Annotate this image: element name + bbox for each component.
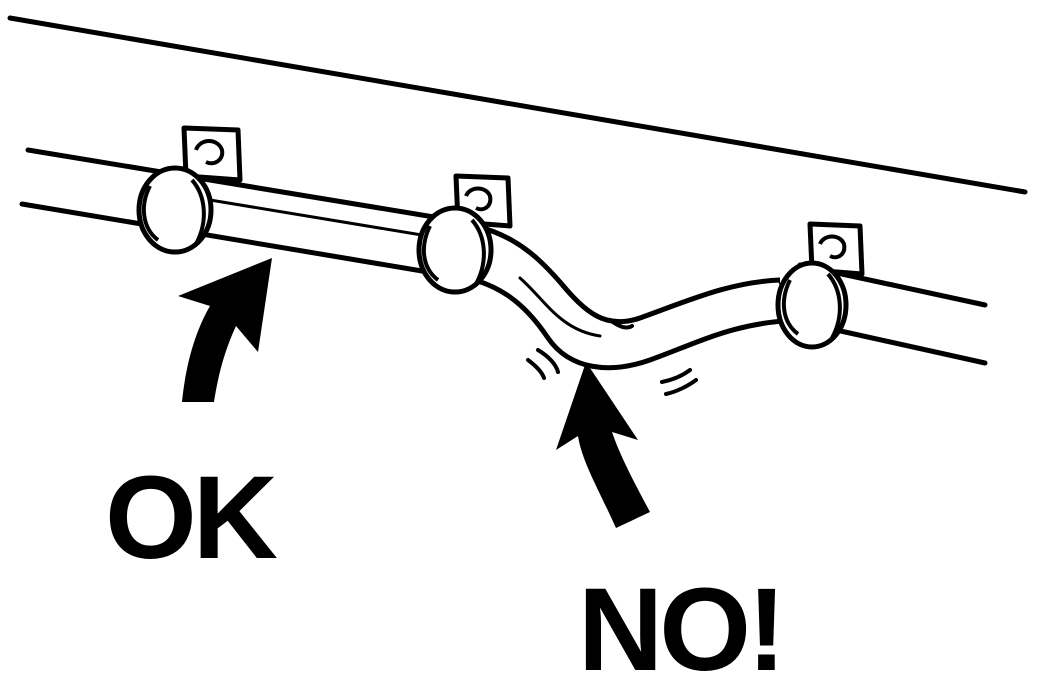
pipe (19, 147, 988, 371)
ceiling-line (7, 15, 1028, 195)
no-label: NO! (578, 564, 782, 691)
pipe-left-section (22, 150, 440, 274)
no-arrow-icon (556, 362, 650, 528)
pipe-clip-icon (136, 125, 441, 255)
ok-label: OK (105, 452, 278, 584)
pipe-clip-icon (416, 173, 513, 295)
ok-arrow-icon (178, 258, 272, 402)
pipe-sagging-section (437, 215, 803, 371)
pipe-clip-icon (775, 221, 865, 350)
vibration-marks (526, 348, 698, 396)
